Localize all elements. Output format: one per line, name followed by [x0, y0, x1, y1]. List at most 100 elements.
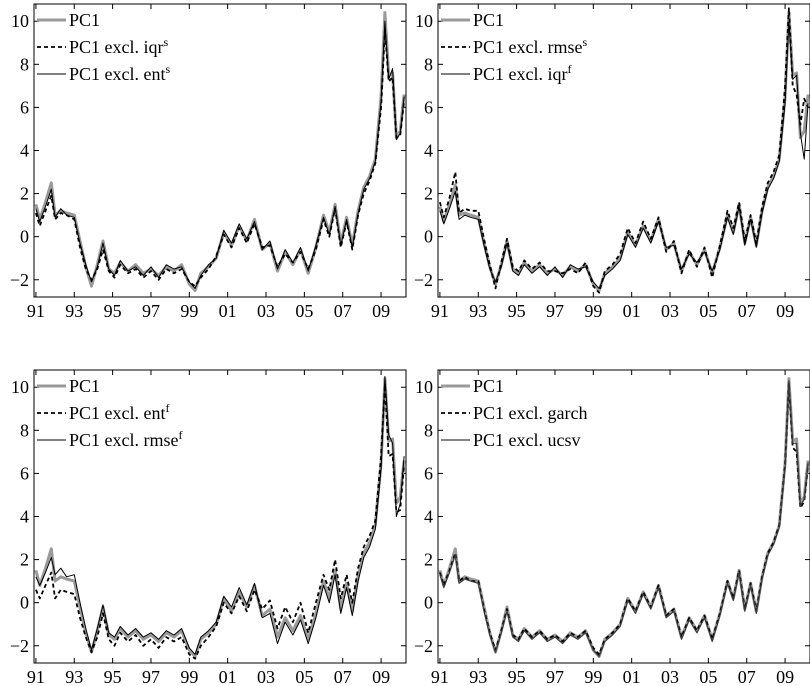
legend: PC1 PC1 excl. iqrs PC1 excl. ents — [37, 10, 171, 84]
y-tick-label: 10 — [11, 377, 29, 397]
legend-label-superscript: f — [179, 428, 183, 442]
legend-label: PC1 excl. entf — [69, 401, 170, 423]
x-tick-label: 01 — [623, 301, 641, 321]
legend: PC1 PC1 excl. rmses PC1 excl. iqrf — [441, 10, 588, 84]
y-tick-label: 10 — [415, 11, 433, 31]
x-tick-label: 09 — [372, 667, 390, 686]
series-line — [35, 376, 405, 655]
x-tick-label: 01 — [219, 301, 237, 321]
x-tick-label: 99 — [584, 667, 602, 686]
x-tick-label: 07 — [738, 301, 756, 321]
legend-label: PC1 — [473, 10, 504, 30]
chart-panel-bottom-left: −2 0 2 4 6 8 10 91 93 95 97 99 01 03 05 07 09 PC1 PC1 excl… — [10, 369, 407, 686]
y-tick-label: 8 — [424, 54, 433, 74]
legend-label-superscript: s — [583, 35, 588, 49]
x-tick-label: 07 — [334, 301, 352, 321]
x-tick-label: 99 — [180, 667, 198, 686]
x-tick-label: 97 — [142, 301, 160, 321]
x-tick-label: 03 — [257, 301, 275, 321]
y-tick-label: 6 — [20, 97, 29, 117]
x-tick-label: 07 — [334, 667, 352, 686]
chart-panel-bottom-right: −2 0 2 4 6 8 10 91 93 95 97 99 01 03 05 07 09 PC1 PC1 excl… — [414, 369, 810, 686]
legend-label: PC1 excl. rmsef — [69, 428, 183, 450]
legend-label: PC1 — [69, 10, 100, 30]
legend-label-superscript: f — [166, 401, 170, 415]
y-tick-label: 4 — [20, 507, 29, 527]
plot-frame — [437, 3, 810, 298]
y-tick-label: 0 — [424, 227, 433, 247]
x-tick-label: 01 — [219, 667, 237, 686]
series-line — [35, 20, 405, 289]
x-tick-label: 09 — [776, 301, 794, 321]
x-tick-label: 95 — [104, 301, 122, 321]
y-tick-label: −2 — [414, 636, 433, 656]
y-tick-label: 2 — [20, 184, 29, 204]
y-tick-label: −2 — [10, 636, 29, 656]
y-tick-label: 8 — [20, 420, 29, 440]
x-tick-label: 97 — [546, 301, 564, 321]
y-tick-label: 0 — [20, 227, 29, 247]
series-line — [35, 384, 405, 660]
y-tick-label: 2 — [424, 550, 433, 570]
plot-frame — [33, 369, 407, 664]
legend-label: PC1 excl. ucsv — [473, 430, 581, 450]
x-tick-label: 09 — [776, 667, 794, 686]
x-tick-label: 99 — [584, 301, 602, 321]
x-tick-label: 05 — [295, 667, 313, 686]
y-tick-label: 4 — [424, 507, 433, 527]
x-tick-label: 05 — [295, 301, 313, 321]
legend-label-superscript: f — [568, 62, 572, 76]
legend: PC1 PC1 excl. entf PC1 excl. rmsef — [37, 376, 183, 450]
x-tick-label: 05 — [699, 667, 717, 686]
x-tick-label: 95 — [508, 667, 526, 686]
x-tick-label: 93 — [65, 667, 83, 686]
chart-panel-top-right: −2 0 2 4 6 8 10 91 93 95 97 99 01 03 05 07 09 PC1 PC1 excl… — [414, 3, 810, 321]
legend-label: PC1 — [69, 376, 100, 396]
plot-frame — [33, 3, 407, 298]
legend-label: PC1 — [473, 376, 504, 396]
x-tick-label: 03 — [661, 667, 679, 686]
y-tick-label: 2 — [424, 184, 433, 204]
x-tick-label: 03 — [661, 301, 679, 321]
y-tick-label: 4 — [424, 141, 433, 161]
y-tick-label: 0 — [424, 593, 433, 613]
x-tick-label: 91 — [431, 667, 449, 686]
legend-label: PC1 excl. garch — [473, 403, 587, 423]
x-tick-label: 95 — [508, 301, 526, 321]
y-tick-label: 4 — [20, 141, 29, 161]
y-tick-label: 0 — [20, 593, 29, 613]
x-tick-label: 01 — [623, 667, 641, 686]
x-tick-label: 99 — [180, 301, 198, 321]
x-tick-label: 97 — [546, 667, 564, 686]
y-tick-label: −2 — [414, 270, 433, 290]
y-tick-label: 10 — [415, 377, 433, 397]
series-line — [439, 382, 809, 656]
series-group — [34, 11, 406, 292]
y-tick-label: 10 — [11, 11, 29, 31]
x-tick-label: 05 — [699, 301, 717, 321]
legend-label: PC1 excl. rmses — [473, 35, 588, 57]
y-tick-label: −2 — [10, 270, 29, 290]
x-tick-label: 93 — [469, 667, 487, 686]
y-tick-label: 6 — [424, 463, 433, 483]
y-tick-label: 8 — [20, 54, 29, 74]
x-tick-label: 91 — [431, 301, 449, 321]
legend-label: PC1 excl. iqrs — [69, 35, 169, 57]
legend-label-superscript: s — [164, 35, 169, 49]
series-line — [439, 380, 809, 658]
series-group — [34, 376, 406, 660]
series-line — [439, 20, 809, 289]
x-tick-label: 95 — [104, 667, 122, 686]
x-tick-label: 07 — [738, 667, 756, 686]
series-line — [34, 11, 406, 292]
x-tick-label: 91 — [27, 301, 45, 321]
y-tick-label: 6 — [424, 97, 433, 117]
series-line — [35, 29, 405, 288]
legend-label-superscript: s — [166, 62, 171, 76]
x-tick-label: 97 — [142, 667, 160, 686]
x-tick-label: 03 — [257, 667, 275, 686]
legend-label: PC1 excl. ents — [69, 62, 171, 84]
x-tick-label: 93 — [469, 301, 487, 321]
y-tick-label: 8 — [424, 420, 433, 440]
